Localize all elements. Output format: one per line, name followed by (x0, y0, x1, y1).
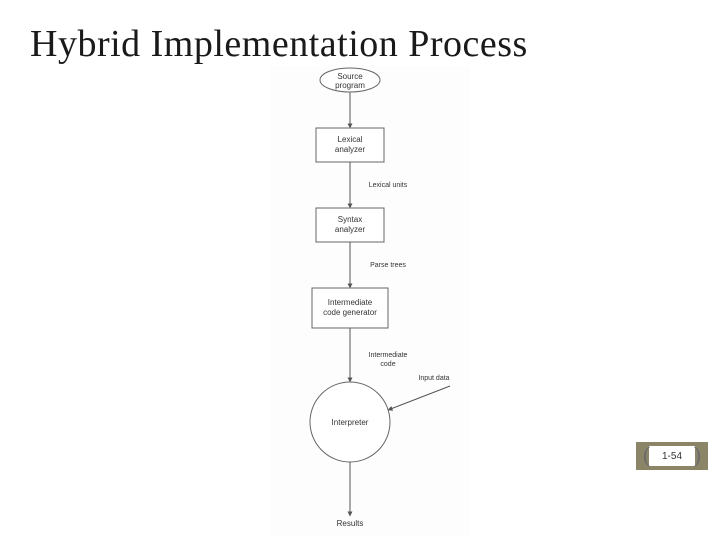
flowchart-container: Lexical unitsParse treesIntermediatecode… (270, 66, 470, 536)
page-number-text: 1-54 (662, 451, 682, 462)
svg-text:Intermediate: Intermediate (328, 298, 373, 307)
page-title: Hybrid Implementation Process (30, 22, 528, 66)
slide: Hybrid Implementation Process Lexical un… (0, 0, 720, 540)
svg-text:Input data: Input data (418, 375, 449, 382)
svg-text:Lexical: Lexical (338, 135, 363, 144)
svg-text:Syntax: Syntax (338, 215, 362, 224)
svg-text:Interpreter: Interpreter (332, 418, 369, 427)
svg-text:Results: Results (337, 519, 364, 528)
svg-text:Parse trees: Parse trees (370, 262, 406, 269)
svg-text:program: program (335, 81, 365, 90)
svg-text:code generator: code generator (323, 308, 377, 317)
svg-text:analyzer: analyzer (335, 225, 366, 234)
bracket-right-icon: ) (694, 442, 701, 468)
page-number: ( 1-54 ) (649, 446, 695, 466)
page-number-badge: ( 1-54 ) (636, 442, 708, 470)
svg-text:analyzer: analyzer (335, 145, 366, 154)
svg-text:Source: Source (337, 72, 363, 81)
svg-text:Lexical units: Lexical units (369, 182, 408, 189)
bracket-left-icon: ( (643, 442, 650, 468)
flowchart: Lexical unitsParse treesIntermediatecode… (270, 66, 470, 536)
svg-text:code: code (380, 361, 395, 368)
svg-text:Intermediate: Intermediate (369, 352, 408, 359)
